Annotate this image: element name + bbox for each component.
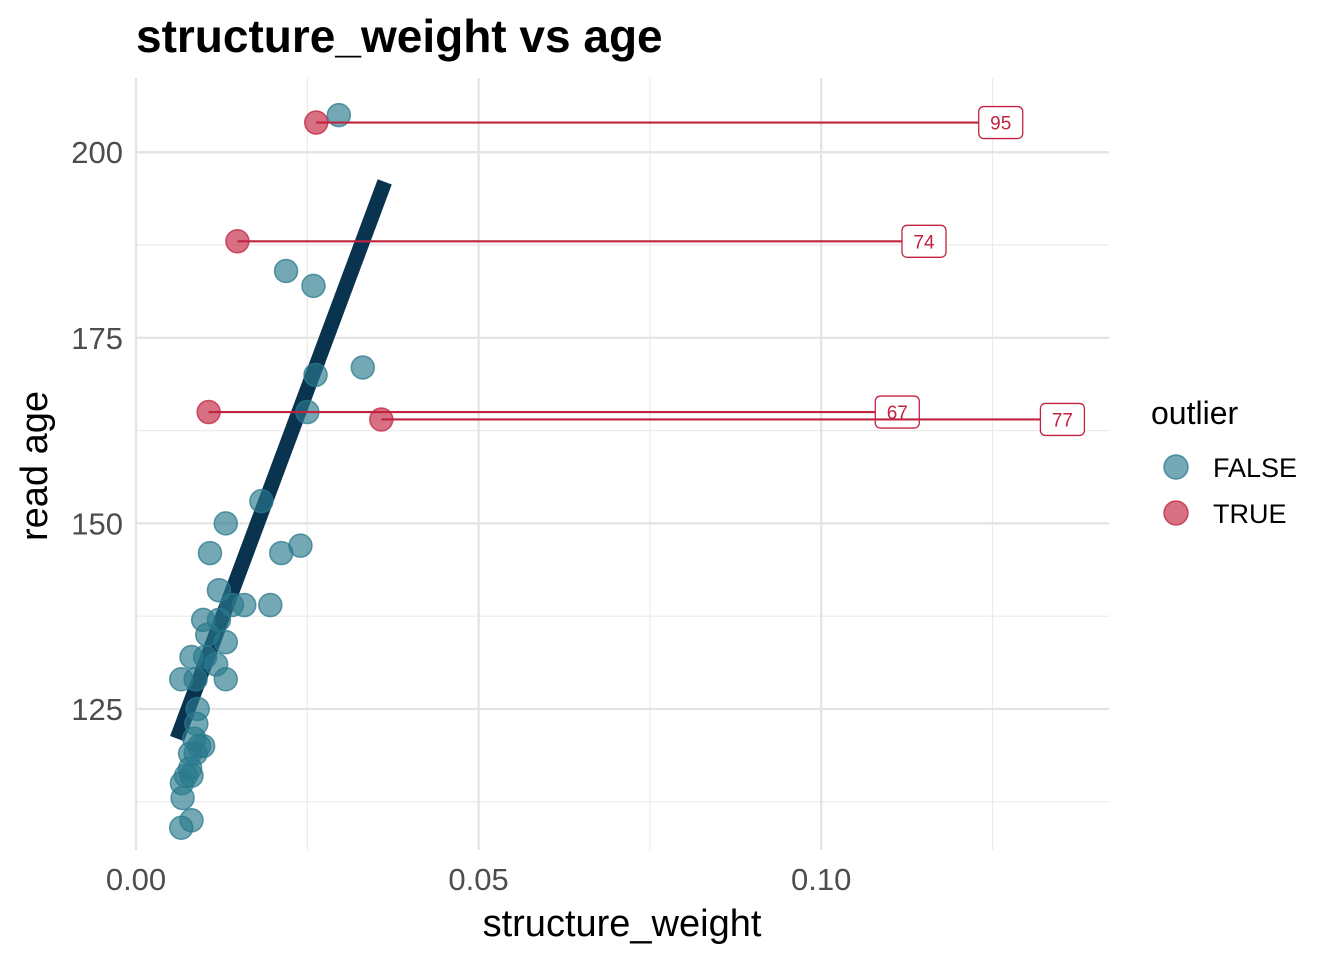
legend-title: outlier: [1151, 395, 1239, 431]
data-point: [303, 362, 328, 388]
data-point: [206, 577, 232, 603]
x-tick-label: 0.10: [791, 862, 851, 897]
y-tick-label: 175: [71, 321, 123, 356]
x-tick-label: 0.05: [448, 862, 508, 897]
data-point: [249, 488, 274, 514]
outlier-label-box: [901, 224, 947, 258]
x-axis-title: structure_weight: [483, 903, 762, 945]
data-point: [288, 533, 313, 558]
data-point: [197, 540, 223, 566]
y-axis-tick-labels: 125 150 175 200: [71, 135, 123, 727]
outlier-label: 95: [990, 114, 1011, 135]
outlier-label-box: [1039, 402, 1086, 437]
legend: outlier FALSE TRUE: [1151, 395, 1297, 529]
y-tick-label: 200: [71, 135, 123, 170]
y-tick-label: 125: [71, 692, 123, 727]
chart-title: structure_weight vs age: [136, 10, 663, 62]
data-point: [183, 667, 208, 692]
data-point: [190, 607, 216, 633]
outlier-label-box: [978, 105, 1024, 140]
x-axis-tick-labels: 0.00 0.05 0.10: [106, 862, 852, 897]
data-point: [258, 592, 283, 618]
legend-label: FALSE: [1213, 453, 1297, 483]
outlier-label: 77: [1052, 410, 1073, 431]
y-axis-title: read age: [14, 391, 56, 541]
data-point: [213, 511, 239, 536]
data-point: [301, 273, 326, 299]
legend-key: [1163, 454, 1189, 480]
data-point: [350, 355, 376, 380]
outlier-label: 74: [913, 232, 935, 253]
outlier-label: 67: [887, 403, 908, 424]
grid-minor: [136, 78, 1109, 850]
data-point: [179, 808, 204, 833]
legend-key: [1163, 500, 1189, 526]
x-tick-label: 0.00: [106, 862, 166, 897]
data-point: [326, 102, 352, 128]
grid-major: [134, 78, 1109, 850]
legend-entries: FALSE TRUE: [1163, 453, 1297, 529]
outlier-label-layer: 95 74 67 77: [208, 105, 1086, 437]
data-point: [192, 644, 218, 670]
legend-label: TRUE: [1213, 499, 1287, 529]
data-point: [273, 258, 299, 284]
data-point: [185, 696, 210, 722]
y-tick-label: 150: [71, 506, 123, 541]
